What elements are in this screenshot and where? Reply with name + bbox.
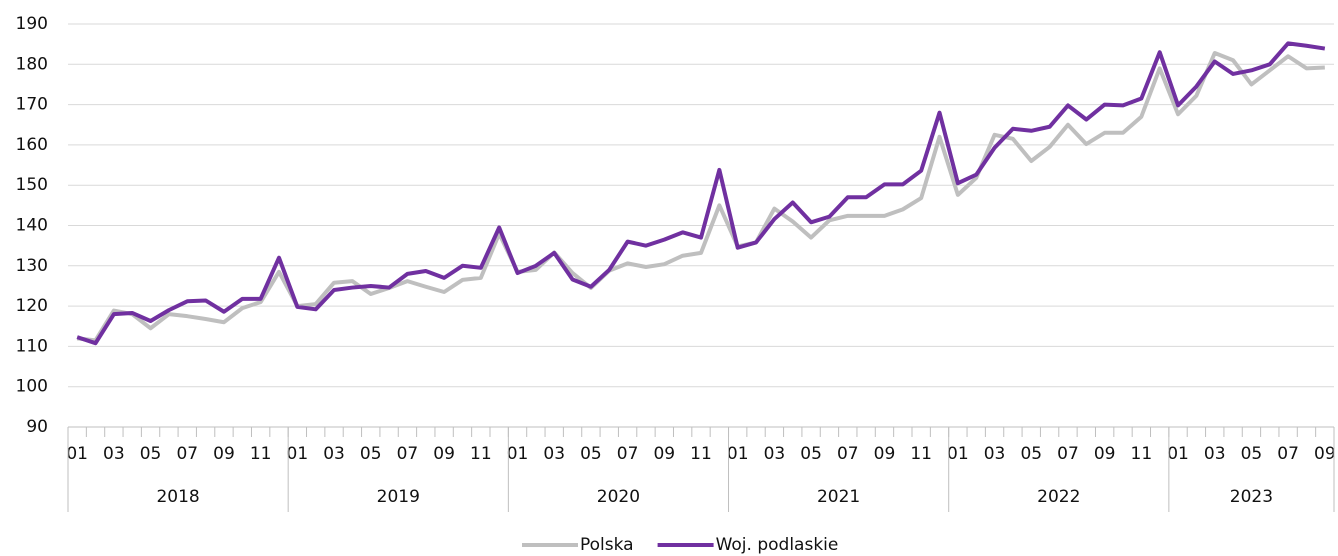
x-tick-label: 07: [617, 444, 639, 464]
x-tick-label: 05: [580, 444, 602, 464]
x-tick-label: 01: [947, 444, 969, 464]
x-tick-label: 07: [1277, 444, 1299, 464]
x-tick-label: 09: [1314, 444, 1336, 464]
y-tick-label: 190: [16, 14, 48, 34]
x-tick-label: 09: [653, 444, 675, 464]
x-tick-label: 07: [176, 444, 198, 464]
x-tick-label: 07: [837, 444, 859, 464]
series-line: [76, 51, 1325, 343]
x-tick-label: 03: [1204, 444, 1226, 464]
x-tick-label: 05: [800, 444, 822, 464]
x-tick-label: 11: [910, 444, 932, 464]
x-tick-label: 05: [140, 444, 162, 464]
y-tick-label: 140: [16, 216, 48, 236]
x-tick-label: 11: [690, 444, 712, 464]
y-tick-label: 130: [16, 256, 48, 276]
legend-label: Polska: [580, 535, 634, 555]
x-tick-label: 09: [433, 444, 455, 464]
x-tick-label: 03: [764, 444, 786, 464]
group-label: 2018: [156, 487, 199, 507]
x-tick-label: 01: [1167, 444, 1189, 464]
x-tick-label: 09: [874, 444, 896, 464]
group-label: 2023: [1230, 487, 1273, 507]
group-label: 2021: [817, 487, 860, 507]
x-tick-label: 03: [984, 444, 1006, 464]
x-tick-label: 03: [323, 444, 345, 464]
y-tick-label: 150: [16, 175, 48, 195]
y-tick-label: 110: [16, 336, 48, 356]
y-tick-label: 170: [16, 95, 48, 115]
x-tick-label: 03: [103, 444, 125, 464]
x-tick-label: 11: [1131, 444, 1153, 464]
legend-label: Woj. podlaskie: [716, 535, 839, 555]
y-tick-label: 160: [16, 135, 48, 155]
x-tick-label: 11: [250, 444, 272, 464]
x-tick-label: 05: [360, 444, 382, 464]
y-tick-label: 90: [26, 417, 48, 437]
x-tick-label: 01: [66, 444, 88, 464]
group-label: 2020: [597, 487, 640, 507]
x-tick-label: 01: [727, 444, 749, 464]
x-tick-label: 01: [507, 444, 529, 464]
x-tick-label: 09: [1094, 444, 1116, 464]
group-label: 2019: [377, 487, 420, 507]
y-tick-label: 100: [16, 377, 48, 397]
y-tick-label: 180: [16, 54, 48, 74]
x-tick-label: 11: [470, 444, 492, 464]
x-tick-label: 07: [1057, 444, 1079, 464]
x-tick-label: 07: [397, 444, 419, 464]
x-tick-label: 09: [213, 444, 235, 464]
group-label: 2022: [1037, 487, 1080, 507]
x-tick-label: 05: [1020, 444, 1042, 464]
y-tick-label: 120: [16, 296, 48, 316]
series-line: [76, 41, 1326, 346]
x-tick-label: 01: [287, 444, 309, 464]
x-tick-label: 05: [1241, 444, 1263, 464]
x-tick-label: 03: [543, 444, 565, 464]
